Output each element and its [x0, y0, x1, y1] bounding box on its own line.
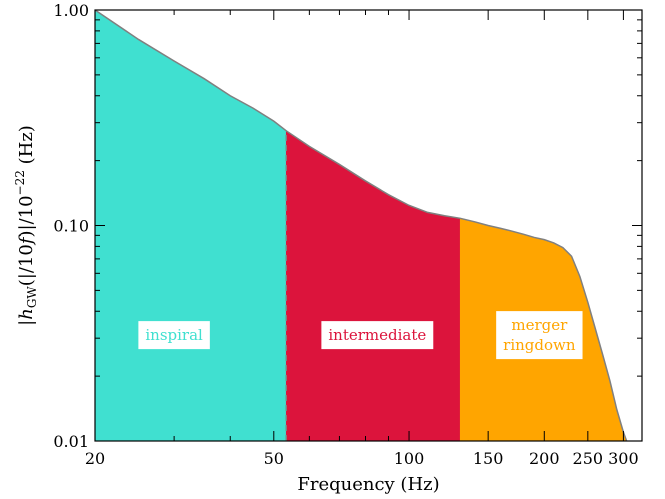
region-label-box [496, 311, 583, 360]
region-intermediate [285, 130, 461, 442]
x-tick-label: 300 [608, 449, 639, 468]
y-tick-label: 1.00 [53, 1, 89, 20]
y-tick-label: 0.01 [53, 432, 89, 451]
x-axis-title: Frequency (Hz) [297, 474, 439, 495]
x-tick-labels: 20 50 100 150 200 250 300 [85, 449, 639, 468]
region-label-intermediate: intermediate [321, 321, 434, 350]
spectrum-curve [94, 9, 628, 442]
region-label-text: intermediate [328, 326, 426, 344]
y-tick-labels: 0.01 0.10 1.00 [53, 1, 89, 451]
x-tick-label: 200 [529, 449, 560, 468]
region-label-merger-ringdown: merger ringdown [496, 311, 583, 360]
x-tick-label: 150 [473, 449, 504, 468]
region-label-text: merger [511, 316, 568, 334]
x-tick-label: 20 [85, 449, 105, 468]
region-label-box [321, 321, 434, 350]
y-axis-title: |hGW(|/10f)|/10−22 (Hz) [13, 125, 39, 326]
x-tick-label: 250 [573, 449, 604, 468]
regions-layer [94, 9, 628, 442]
region-label-box [138, 321, 210, 350]
x-tick-label: 100 [394, 449, 425, 468]
x-tick-label: 50 [264, 449, 284, 468]
region-labels: inspiral intermediate merger ringdown [138, 311, 583, 360]
region-label-text: ringdown [503, 336, 576, 354]
region-inspiral [94, 9, 287, 442]
region-label-inspiral: inspiral [138, 321, 210, 350]
plot-frame [94, 9, 643, 442]
y-tick-label: 0.10 [53, 217, 89, 236]
region-label-text: inspiral [145, 326, 203, 344]
